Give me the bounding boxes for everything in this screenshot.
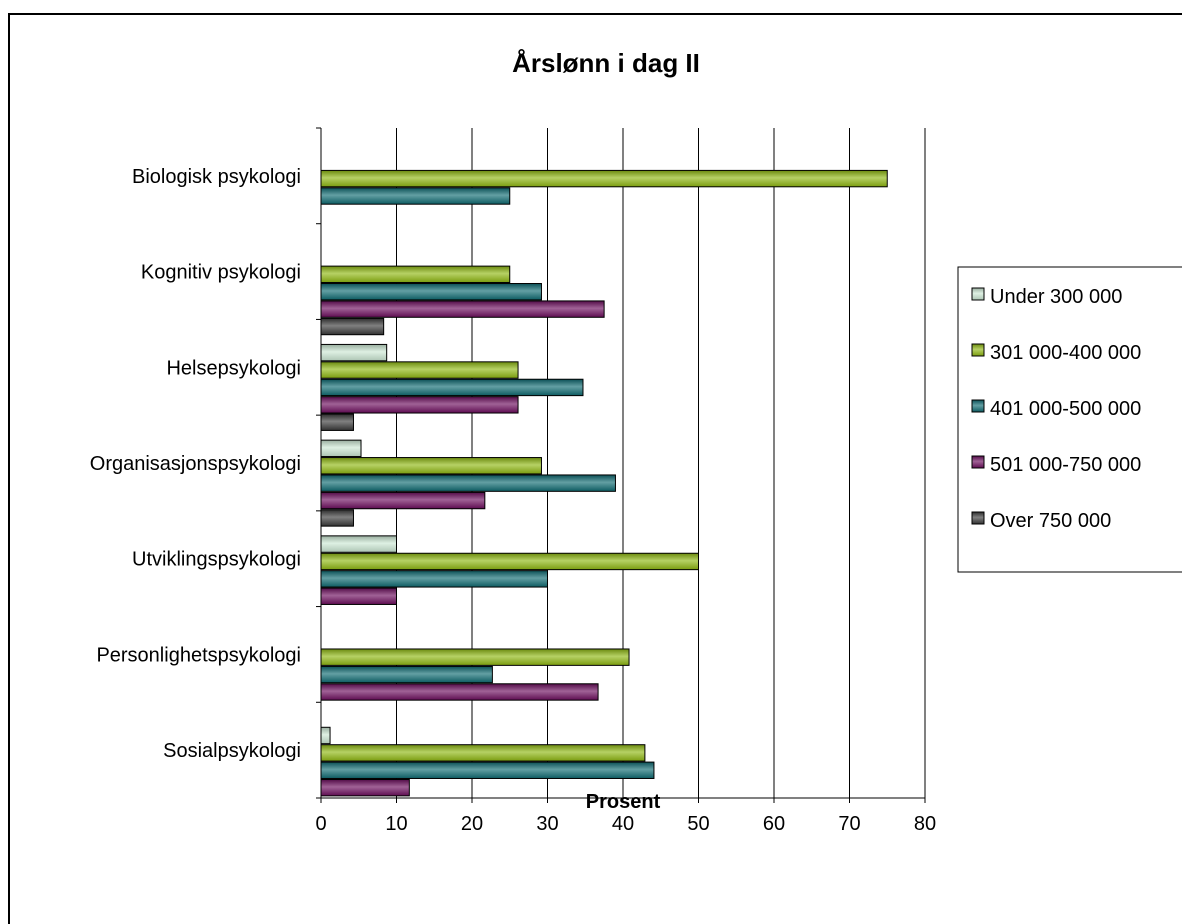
legend-label: 501 000-750 000 bbox=[990, 454, 1141, 476]
bar bbox=[320, 413, 354, 431]
bar bbox=[320, 361, 519, 379]
legend-swatch bbox=[971, 511, 985, 525]
category-label: Kognitiv psykologi bbox=[141, 262, 301, 284]
bar bbox=[320, 265, 511, 284]
x-tick-label: 10 bbox=[385, 813, 407, 835]
bars bbox=[320, 169, 888, 797]
category-label: Utviklingspsykologi bbox=[132, 549, 301, 571]
bar bbox=[320, 535, 397, 553]
x-tick-label: 80 bbox=[914, 813, 936, 835]
bar bbox=[320, 474, 616, 492]
legend-label: Over 750 000 bbox=[990, 510, 1111, 532]
legend-swatch bbox=[971, 343, 985, 357]
bar bbox=[320, 726, 331, 745]
bar bbox=[320, 343, 388, 362]
category-label: Biologisk psykologi bbox=[132, 166, 301, 188]
bar bbox=[320, 457, 542, 475]
bar bbox=[320, 587, 397, 605]
legend: Under 300 000 301 000-400 000 401 000-500 … bbox=[957, 266, 1182, 573]
bar bbox=[320, 187, 511, 205]
legend-swatch bbox=[971, 455, 985, 469]
bar bbox=[320, 744, 646, 762]
bar bbox=[320, 439, 362, 458]
legend-label: 401 000-500 000 bbox=[990, 398, 1141, 420]
bar bbox=[320, 570, 548, 588]
legend-swatch bbox=[971, 287, 985, 301]
legend-swatch bbox=[971, 399, 985, 413]
bar bbox=[320, 396, 519, 414]
bar bbox=[320, 300, 605, 318]
bar bbox=[320, 665, 493, 684]
bar bbox=[320, 169, 888, 188]
chart-frame bbox=[8, 13, 1182, 924]
x-tick-label: 30 bbox=[536, 813, 558, 835]
x-tick-label: 40 bbox=[612, 813, 634, 835]
x-tick-label: 60 bbox=[763, 813, 785, 835]
category-labels: Biologisk psykologi Kognitiv psykologi Hel… bbox=[90, 166, 301, 762]
legend-label: Under 300 000 bbox=[990, 286, 1122, 308]
x-axis-title: Prosent bbox=[586, 791, 661, 813]
bar bbox=[320, 552, 699, 571]
bar bbox=[320, 648, 630, 666]
legend-label: 301 000-400 000 bbox=[990, 342, 1141, 364]
bar bbox=[320, 378, 584, 397]
bar bbox=[320, 778, 410, 797]
x-tick-label: 70 bbox=[838, 813, 860, 835]
bar bbox=[320, 283, 542, 301]
category-label: Sosialpsykologi bbox=[163, 740, 301, 762]
legend-box bbox=[957, 266, 1182, 573]
category-label: Personlighetspsykologi bbox=[96, 644, 301, 666]
x-tick-label: 20 bbox=[461, 813, 483, 835]
x-tick-label: 50 bbox=[687, 813, 709, 835]
axes bbox=[316, 127, 926, 803]
tick-labels: 0 10 20 30 40 50 60 70 80 bbox=[315, 813, 936, 835]
bar bbox=[320, 491, 486, 510]
chart-title: Årslønn i dag II bbox=[512, 48, 700, 78]
bar bbox=[320, 317, 385, 336]
x-tick-label: 0 bbox=[315, 813, 326, 835]
category-label: Organisasjonspsykologi bbox=[90, 453, 301, 475]
category-label: Helsepsykologi bbox=[166, 357, 301, 379]
bar bbox=[320, 509, 354, 527]
bar bbox=[320, 683, 599, 701]
bar bbox=[320, 761, 655, 779]
